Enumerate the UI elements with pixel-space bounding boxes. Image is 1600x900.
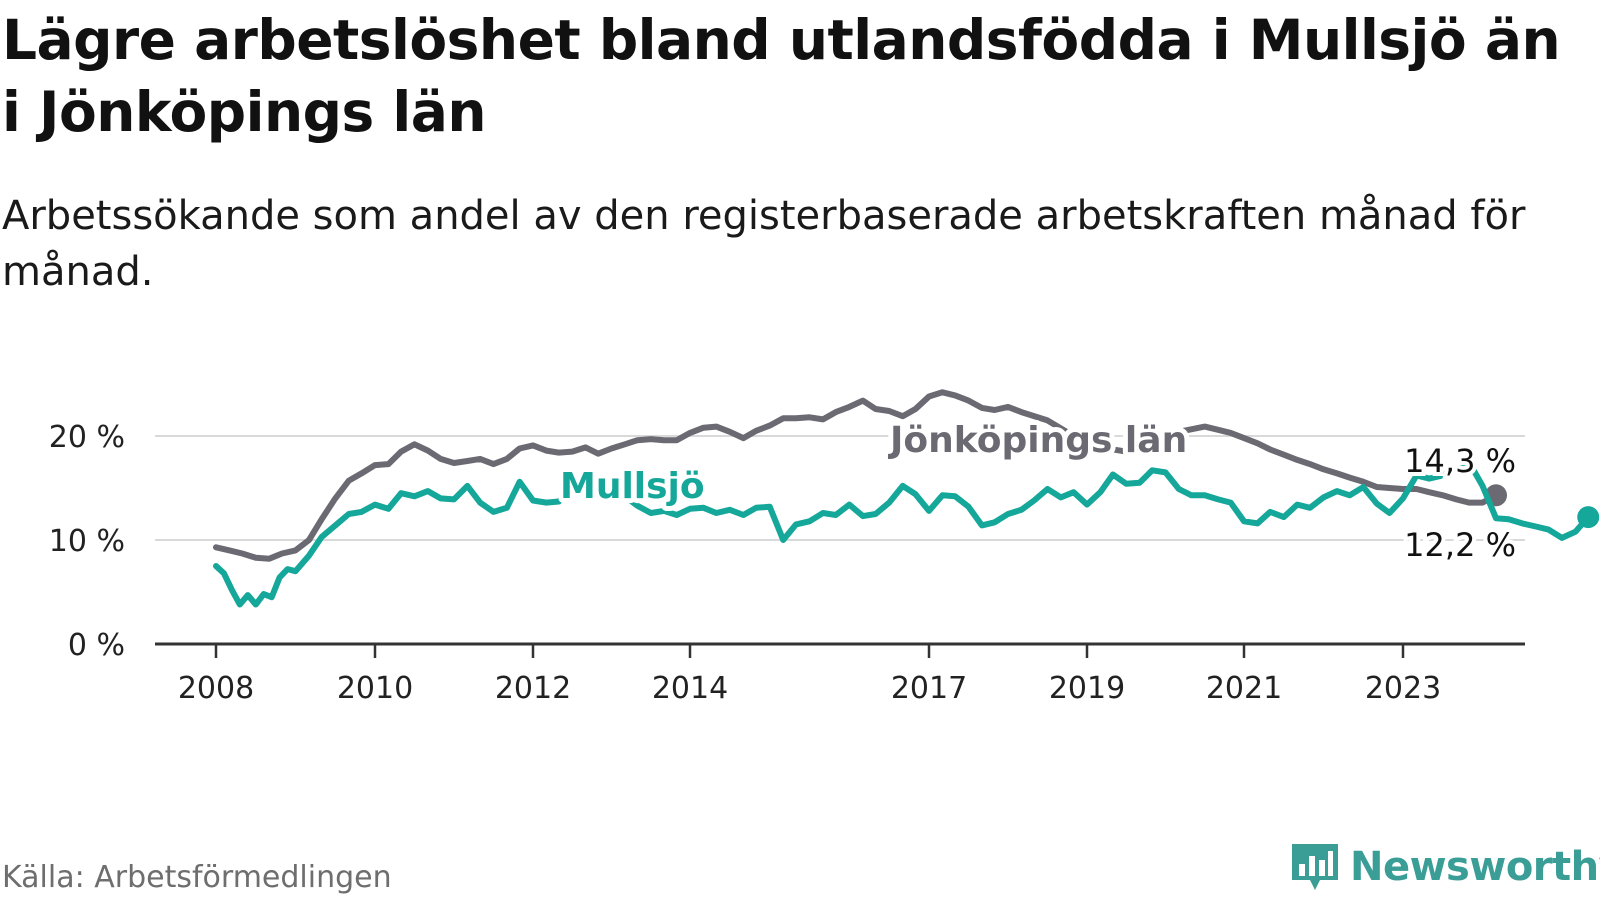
x-axis-tick-labels: 2008 2010 2012 2014 2017 2019 2021 2023 bbox=[178, 644, 1441, 706]
series-end-marker-mullsjo bbox=[1577, 506, 1600, 529]
series-line-jonkopings-lan bbox=[213, 389, 1499, 562]
x-tick-label-2008: 2008 bbox=[178, 671, 254, 706]
series-label-mullsjo: Mullsjö bbox=[560, 466, 705, 507]
y-tick-label-0: 0 % bbox=[68, 628, 125, 663]
x-tick-label-2023: 2023 bbox=[1365, 671, 1441, 706]
x-tick-label-2012: 2012 bbox=[495, 671, 571, 706]
y-tick-label-10: 10 % bbox=[49, 524, 125, 559]
series-label-jonkopings-lan: Jönköpings län bbox=[887, 420, 1187, 461]
x-tick-label-2019: 2019 bbox=[1049, 671, 1125, 706]
x-tick-label-2014: 2014 bbox=[652, 671, 728, 706]
end-value-label-mullsjo: 12,2 % bbox=[1404, 526, 1516, 564]
x-tick-label-2017: 2017 bbox=[891, 671, 967, 706]
newsworthy-logo-icon bbox=[1292, 844, 1338, 890]
y-tick-label-20: 20 % bbox=[49, 420, 125, 455]
brand-logo[interactable]: Newsworthy bbox=[1290, 842, 1600, 892]
series-lines bbox=[213, 389, 1600, 608]
grid-lines bbox=[155, 435, 1525, 646]
source-note: Källa: Arbetsförmedlingen bbox=[2, 860, 392, 895]
line-chart: 0 % 10 % 20 % 2008 2010 2012 2014 2017 2019 2021… bbox=[49, 389, 1600, 706]
series-labels: Jönköpings län Mullsjö 14,3 % 12,2 % bbox=[555, 415, 1520, 568]
y-axis-tick-labels: 0 % 10 % 20 % bbox=[49, 420, 125, 663]
chart-subtitle: Arbetssökande som andel av den registerb… bbox=[2, 193, 1526, 295]
brand-name: Newsworthy bbox=[1350, 844, 1600, 890]
end-value-label-jonkopings-lan: 14,3 % bbox=[1404, 442, 1516, 480]
x-tick-label-2021: 2021 bbox=[1206, 671, 1282, 706]
series-line-mullsjo bbox=[213, 459, 1592, 608]
x-tick-label-2010: 2010 bbox=[337, 671, 413, 706]
chart-title: Lägre arbetslöshet bland utlandsfödda i … bbox=[2, 8, 1561, 144]
